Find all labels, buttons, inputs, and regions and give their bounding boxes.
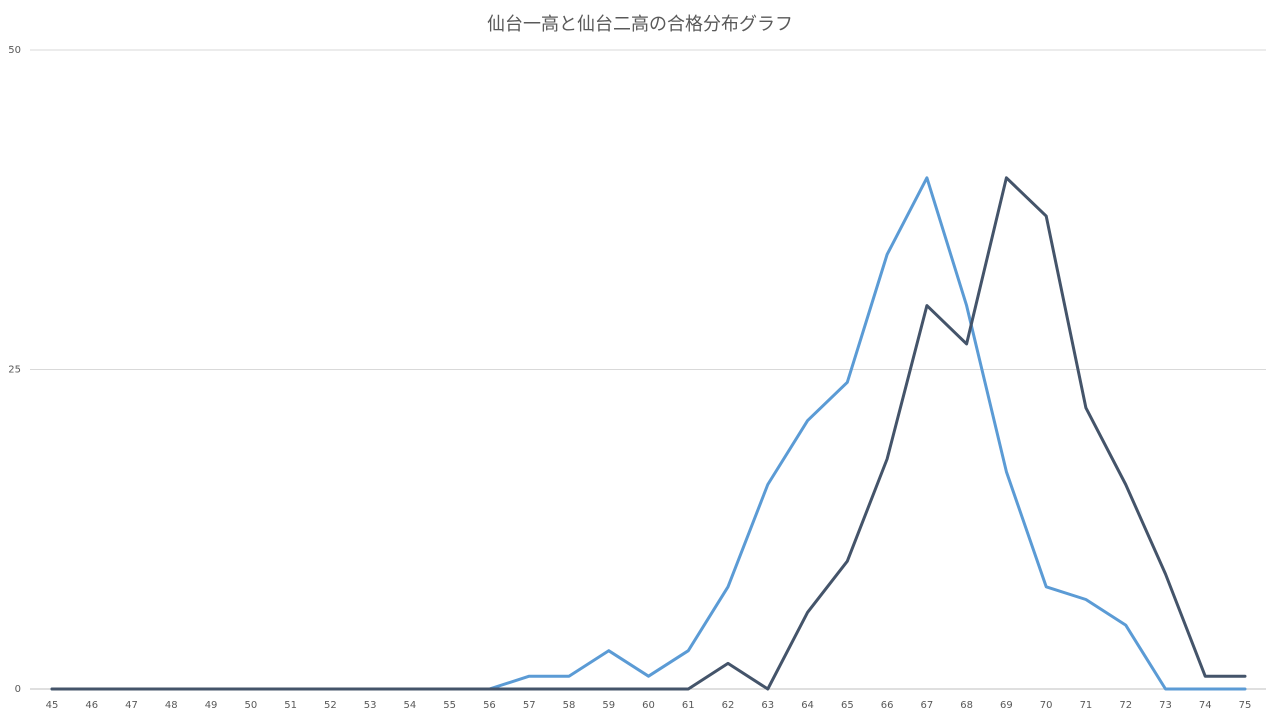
x-tick-label: 69	[1000, 700, 1013, 711]
y-axis-labels: 0 25 50	[8, 45, 21, 695]
x-tick-label: 68	[960, 700, 973, 711]
x-tick-label: 51	[284, 700, 297, 711]
series-line-2	[50, 176, 1247, 691]
x-tick-label: 65	[841, 700, 854, 711]
y-tick-label: 0	[15, 684, 21, 695]
y-tick-label: 50	[8, 45, 21, 56]
x-tick-label: 61	[682, 700, 695, 711]
x-tick-label: 67	[920, 700, 933, 711]
x-tick-label: 56	[483, 700, 496, 711]
x-tick-label: 70	[1040, 700, 1053, 711]
x-tick-label: 52	[324, 700, 337, 711]
x-tick-label: 46	[85, 700, 98, 711]
x-tick-label: 74	[1199, 700, 1212, 711]
x-tick-label: 60	[642, 700, 655, 711]
y-tick-label: 25	[8, 365, 21, 376]
x-tick-label: 49	[205, 700, 218, 711]
x-tick-label: 64	[801, 700, 814, 711]
x-tick-label: 71	[1080, 700, 1093, 711]
x-tick-label: 48	[165, 700, 178, 711]
x-tick-label: 63	[761, 700, 774, 711]
x-tick-label: 62	[722, 700, 735, 711]
x-tick-label: 75	[1239, 700, 1252, 711]
x-tick-label: 45	[46, 700, 59, 711]
x-tick-label: 66	[881, 700, 894, 711]
x-tick-label: 47	[125, 700, 138, 711]
series-lines	[50, 176, 1247, 691]
x-tick-label: 55	[443, 700, 456, 711]
x-tick-label: 57	[523, 700, 536, 711]
series-line-1	[50, 176, 1247, 691]
x-tick-label: 73	[1159, 700, 1172, 711]
x-tick-label: 54	[404, 700, 417, 711]
x-tick-label: 59	[602, 700, 615, 711]
x-tick-label: 58	[563, 700, 576, 711]
x-tick-label: 72	[1119, 700, 1132, 711]
x-tick-label: 53	[364, 700, 377, 711]
x-tick-label: 50	[244, 700, 257, 711]
gridlines	[30, 49, 1266, 690]
chart-title: 仙台一高と仙台二高の合格分布グラフ	[487, 14, 793, 35]
x-axis-labels: 45 46 47 48 49 50 51 52 53 54 55 56 57 58 59 60 61 62 63 64…	[46, 700, 1252, 711]
